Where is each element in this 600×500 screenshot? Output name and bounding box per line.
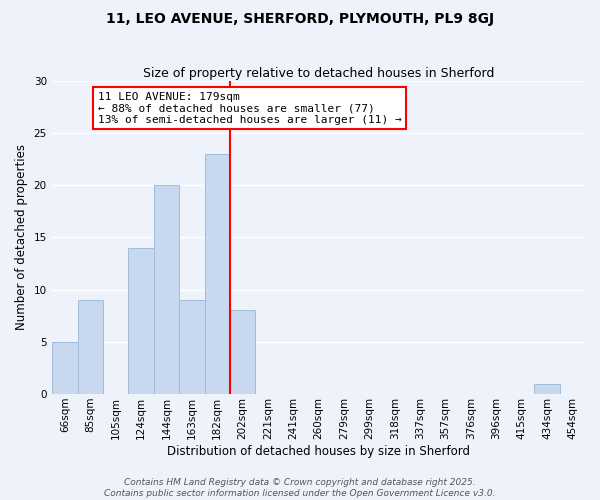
Bar [52, 342, 78, 394]
Text: 11, LEO AVENUE, SHERFORD, PLYMOUTH, PL9 8GJ: 11, LEO AVENUE, SHERFORD, PLYMOUTH, PL9 … [106, 12, 494, 26]
Bar [154, 185, 179, 394]
Y-axis label: Number of detached properties: Number of detached properties [15, 144, 28, 330]
Bar [179, 300, 205, 394]
Bar [230, 310, 255, 394]
Text: 11 LEO AVENUE: 179sqm
← 88% of detached houses are smaller (77)
13% of semi-deta: 11 LEO AVENUE: 179sqm ← 88% of detached … [98, 92, 401, 125]
X-axis label: Distribution of detached houses by size in Sherford: Distribution of detached houses by size … [167, 444, 470, 458]
Text: Contains HM Land Registry data © Crown copyright and database right 2025.
Contai: Contains HM Land Registry data © Crown c… [104, 478, 496, 498]
Bar [78, 300, 103, 394]
Bar [128, 248, 154, 394]
Bar [205, 154, 230, 394]
Bar [534, 384, 560, 394]
Title: Size of property relative to detached houses in Sherford: Size of property relative to detached ho… [143, 66, 494, 80]
